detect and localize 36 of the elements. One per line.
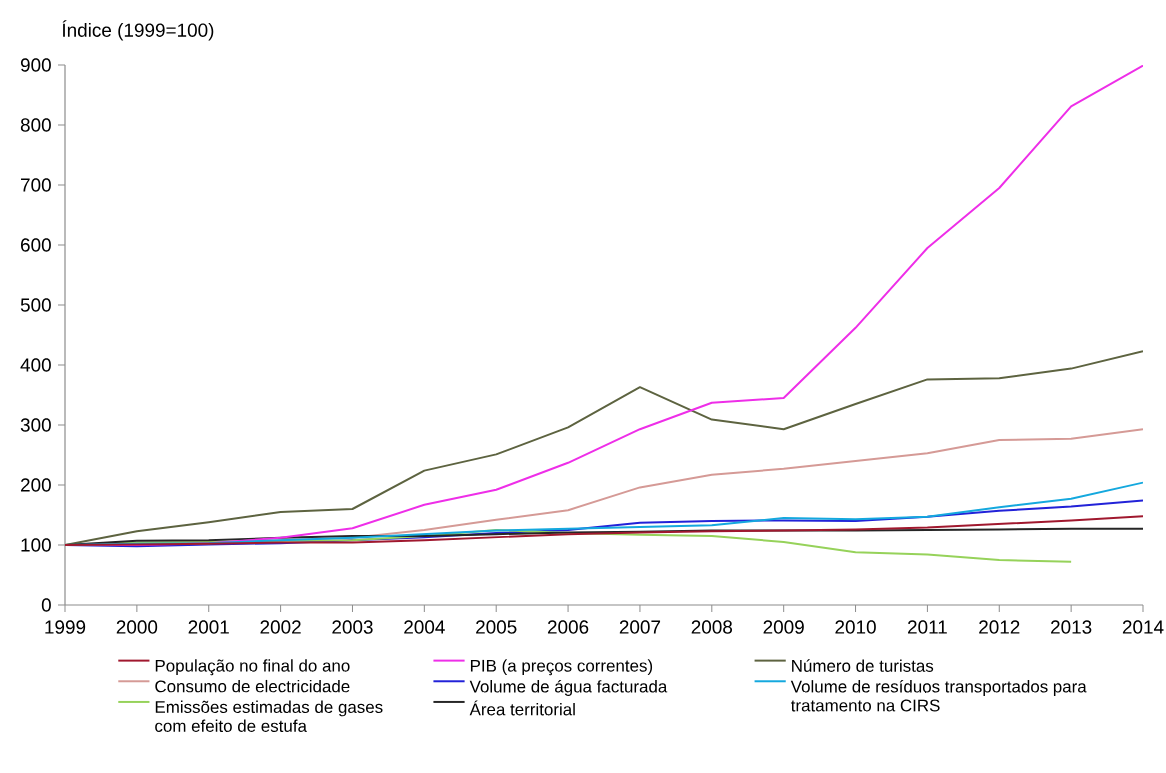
y-tick-label: 100 [21,538,51,552]
x-tick-label: 2007 [619,620,661,634]
y-tick-label: 0 [41,598,51,612]
legend-label: PIB (a preços correntes) [470,659,653,676]
x-tick-label: 2003 [332,620,373,634]
x-tick-label: 2008 [691,620,733,634]
x-tick-label: 2000 [116,620,158,634]
x-tick-label: 2005 [476,620,517,634]
y-tick-label: 600 [21,238,51,252]
x-tick-label: 2004 [404,620,445,634]
x-tick-label: 2001 [188,620,229,634]
legend-label: Número de turistas [792,659,934,672]
x-tick-label: 2013 [1051,620,1092,634]
x-tick-label: 2010 [835,620,876,634]
x-tick-label: 2012 [979,620,1020,634]
x-tick-label: 2009 [763,620,804,634]
x-tick-label: 1999 [45,620,86,634]
y-tick-label: 500 [20,298,51,312]
x-tick-label: 2002 [260,620,301,634]
x-tick-label: 2006 [547,620,589,634]
line-series [65,350,1144,546]
legend-label: Volume de resíduos transportados para tratamento na CIRS [790,679,1087,712]
legend-label: População no final do ano [155,659,350,676]
x-tick-label: 2011 [907,620,947,634]
legend-label: Emissões estimadas de gases com efeito de estufa [155,700,383,732]
legend-label: Consumo de electricidade [155,679,350,693]
y-axis-title: Índice (1999=100) [62,20,214,41]
x-tick-label: 2014 [1122,620,1164,634]
legend-label: Volume de água facturada [469,679,668,696]
y-tick-label: 200 [20,478,51,492]
y-tick-label: 300 [20,418,51,432]
legend-label: Área territorial [469,700,575,716]
y-tick-label: 800 [20,118,51,132]
y-tick-label: 400 [20,358,51,372]
y-tick-label: 900 [20,58,51,72]
y-tick-label: 700 [21,178,51,192]
